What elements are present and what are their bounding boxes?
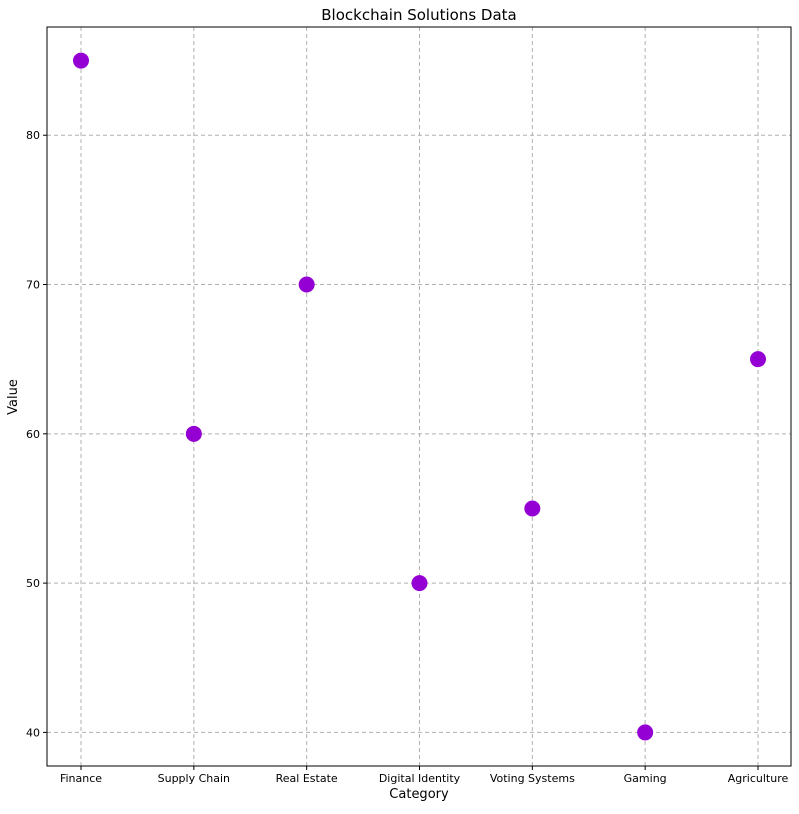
data-point xyxy=(185,425,202,442)
data-point xyxy=(411,575,428,592)
x-tick-label: Voting Systems xyxy=(490,772,575,785)
x-tick-label: Finance xyxy=(60,772,102,785)
data-point xyxy=(298,276,315,293)
y-tick-label: 80 xyxy=(26,129,40,142)
x-tick-label: Digital Identity xyxy=(379,772,461,785)
x-tick-label: Gaming xyxy=(624,772,667,785)
y-tick-label: 60 xyxy=(26,428,40,441)
x-tick-label: Agriculture xyxy=(728,772,789,785)
data-point xyxy=(750,351,766,368)
ticks: Finance Supply Chain Real Estate Digital Id… xyxy=(26,129,788,785)
x-tick-label: Real Estate xyxy=(276,772,338,785)
plot-frame xyxy=(46,26,792,767)
data-point xyxy=(73,52,89,69)
data-points xyxy=(73,52,766,741)
x-tick-label: Supply Chain xyxy=(158,772,230,785)
y-axis-title: Value xyxy=(6,379,21,415)
x-axis-title: Category xyxy=(389,787,449,802)
chart-title: Blockchain Solutions Data xyxy=(321,6,516,24)
y-tick-label: 70 xyxy=(26,279,40,292)
data-point xyxy=(637,724,654,741)
grid xyxy=(47,27,791,766)
y-tick-label: 40 xyxy=(26,726,40,739)
y-tick-label: 50 xyxy=(26,577,40,590)
data-point xyxy=(524,500,541,517)
